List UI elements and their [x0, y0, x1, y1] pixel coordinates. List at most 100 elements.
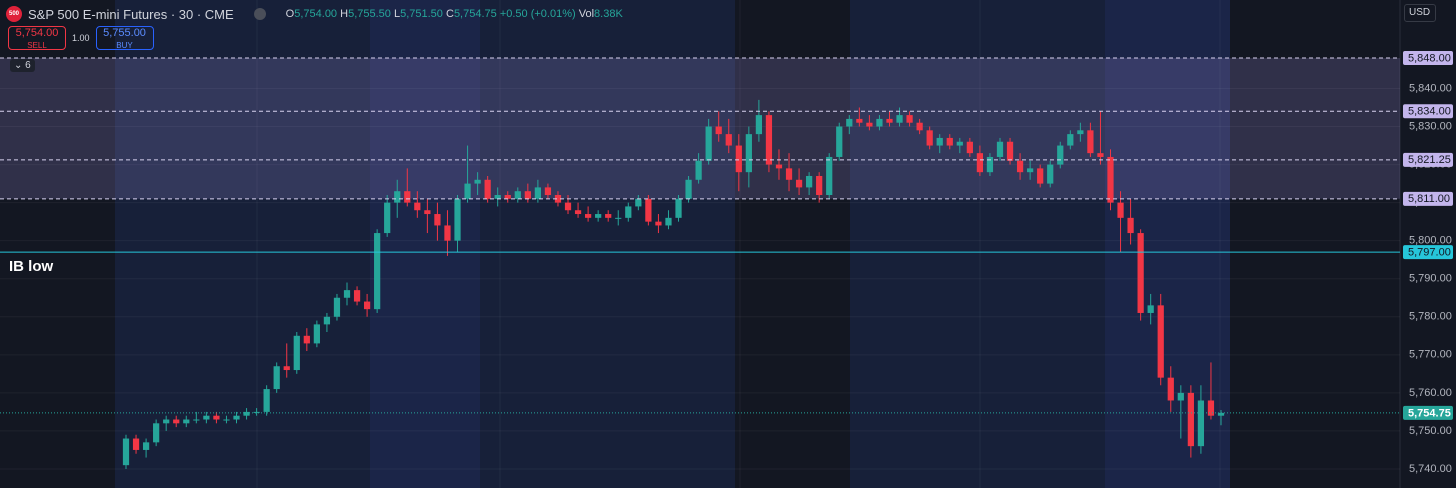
candle-body	[544, 187, 552, 196]
candle-body	[434, 214, 441, 226]
candle-body	[926, 130, 933, 146]
candle-body	[715, 126, 722, 135]
sell-button[interactable]: 5,754.00 SELL	[8, 26, 66, 50]
y-tick-label: 5,800.00	[1409, 235, 1452, 247]
buy-button[interactable]: 5,755.00 BUY	[95, 26, 154, 50]
sell-price: 5,754.00	[15, 27, 59, 39]
candle-body	[414, 202, 421, 211]
candle-body	[956, 141, 963, 146]
candle-body	[1067, 134, 1074, 146]
candle-body	[1027, 168, 1034, 173]
legend-value: 5,755.50	[348, 8, 391, 20]
legend-key: L	[393, 8, 401, 20]
session-band	[370, 0, 480, 488]
candle-body	[122, 438, 130, 466]
indicators-toggle[interactable]: ⌄ 6	[10, 59, 35, 72]
legend-key: O	[285, 8, 295, 20]
session-band	[0, 0, 115, 488]
candle-body	[494, 195, 501, 199]
symbol-title[interactable]: S&P 500 E-mini Futures · 30 · CME	[28, 6, 234, 22]
candle-body	[1037, 168, 1044, 184]
candle-body	[1006, 141, 1014, 161]
candle-body	[1047, 164, 1054, 184]
currency-select[interactable]: USD	[1404, 4, 1436, 22]
candle-body	[675, 198, 682, 218]
candle-body	[916, 122, 923, 131]
level-tag	[1403, 104, 1453, 119]
candle-body	[353, 290, 361, 302]
last-price-label: 5,754.75	[1408, 407, 1451, 419]
candle-body	[464, 183, 471, 199]
candle-body	[1107, 156, 1114, 203]
candle-body	[645, 198, 652, 222]
quantity[interactable]: 1.00	[72, 33, 90, 43]
candle-body	[936, 137, 943, 146]
candle-body	[574, 210, 582, 215]
candle-body	[1157, 305, 1164, 378]
level-label: 5,848.00	[1408, 52, 1451, 64]
candle-body	[605, 214, 612, 218]
sell-label: SELL	[27, 41, 47, 50]
candle-body	[1137, 233, 1144, 313]
level-label: 5,811.00	[1408, 193, 1450, 205]
symbol-icon: 500	[6, 6, 22, 22]
candle-body	[132, 438, 140, 450]
level-annotation: IB low	[9, 258, 54, 275]
candle-body	[1077, 130, 1084, 135]
y-tick-label: 5,760.00	[1409, 387, 1452, 399]
candle-body	[283, 366, 290, 371]
buy-label: BUY	[116, 41, 133, 50]
candle-body	[153, 423, 160, 443]
candle-body	[635, 198, 642, 207]
candle-body	[986, 156, 994, 173]
visibility-toggle[interactable]	[253, 8, 266, 20]
candle-body	[775, 164, 783, 169]
legend-value: 5,751.50	[400, 8, 443, 20]
candle-body	[524, 191, 531, 199]
candle-body	[886, 118, 893, 123]
candle-body	[876, 118, 883, 127]
y-tick-label: 5,830.00	[1409, 120, 1452, 132]
indicators-count: 6	[25, 60, 31, 71]
ohlc-legend: O5,754.00 H5,755.50 L5,751.50 C5,754.75 …	[286, 8, 623, 20]
level-tag	[1403, 191, 1453, 206]
legend-value: 5,754.75	[453, 8, 497, 20]
level-tag	[1403, 51, 1453, 66]
last-price-tag	[1403, 405, 1453, 420]
y-tick-label: 5,750.00	[1409, 425, 1452, 437]
candle-body	[725, 134, 732, 146]
candle-body	[193, 419, 200, 421]
candle-body	[163, 419, 170, 424]
vertical-grid	[256, 0, 1221, 488]
candle-body	[213, 415, 220, 420]
trade-panel: 5,754.00 SELL 1.00 5,755.00 BUY	[8, 26, 154, 50]
candle-body	[966, 141, 973, 154]
candle-body	[534, 187, 541, 199]
candle-body	[735, 145, 742, 173]
candle-body	[816, 175, 823, 196]
y-tick-label: 5,840.00	[1409, 82, 1452, 94]
candle-body	[795, 179, 803, 188]
candle-body	[615, 217, 622, 219]
candle-body	[1207, 400, 1215, 416]
candle-body	[1187, 392, 1194, 447]
candle-body	[142, 442, 150, 450]
legend-key: Vol	[578, 8, 595, 20]
legend-value: 5,754.00	[294, 8, 338, 20]
candle-body	[655, 221, 662, 226]
legend-volume: 8.38K	[594, 8, 623, 20]
candle-body	[203, 415, 210, 420]
candle-body	[333, 297, 341, 317]
candle-body	[785, 168, 793, 180]
candle-body	[323, 316, 331, 325]
candle-body	[1177, 392, 1184, 401]
candle-body	[625, 206, 632, 218]
level-tag	[1403, 245, 1453, 260]
candle-body	[1147, 305, 1154, 313]
candle-body	[595, 214, 602, 218]
level-label: 5,834.00	[1408, 106, 1451, 118]
candle-body	[564, 202, 572, 211]
candle-body	[1097, 153, 1104, 157]
candle-body	[745, 134, 752, 173]
